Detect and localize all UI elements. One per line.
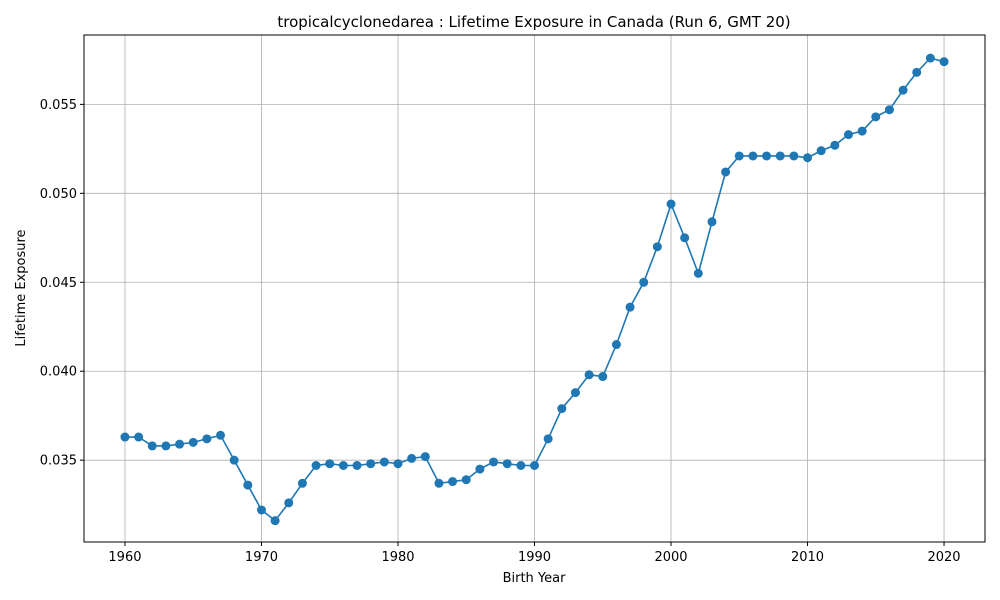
data-point (256, 505, 266, 515)
data-point (721, 167, 731, 177)
y-tick-label: 0.055 (40, 98, 77, 113)
data-point (229, 455, 239, 465)
y-tick-label: 0.045 (40, 276, 77, 291)
data-point (393, 459, 403, 469)
data-point (803, 153, 813, 163)
x-tick-label: 1970 (245, 550, 278, 565)
data-point (775, 151, 785, 161)
data-point (884, 105, 894, 115)
data-point (843, 130, 853, 140)
data-point (120, 432, 130, 442)
data-point (216, 430, 226, 440)
data-point (407, 453, 417, 463)
data-point (857, 126, 867, 136)
data-point (379, 457, 389, 467)
data-point (188, 437, 198, 447)
data-point (830, 140, 840, 150)
data-point (352, 461, 362, 471)
data-point (680, 233, 690, 243)
data-point (666, 199, 676, 209)
data-point (297, 478, 307, 488)
x-tick-label: 2010 (791, 550, 824, 565)
x-axis-label: Birth Year (503, 571, 567, 586)
data-point (530, 461, 539, 471)
data-point (420, 452, 430, 462)
y-tick-label: 0.040 (40, 365, 77, 380)
grid (84, 35, 985, 542)
data-point (366, 459, 376, 469)
x-tick-label: 1980 (381, 550, 414, 565)
data-point (925, 53, 935, 63)
data-point (762, 151, 772, 161)
data-point (243, 480, 253, 490)
data-point (461, 475, 471, 485)
data-point (489, 457, 499, 467)
data-point (816, 146, 826, 156)
data-point (338, 461, 348, 471)
data-point (502, 459, 512, 469)
data-point (570, 388, 580, 398)
data-point (325, 459, 335, 469)
data-point (625, 302, 635, 312)
data-point (270, 516, 280, 526)
x-tick-label: 1990 (518, 550, 551, 565)
x-tick-label: 2000 (654, 550, 687, 565)
data-point (134, 432, 144, 442)
data-point (543, 434, 553, 444)
data-point (448, 477, 458, 487)
data-point (284, 498, 294, 508)
data-point (652, 242, 662, 252)
data-point (789, 151, 799, 161)
series (120, 53, 949, 526)
data-point (475, 464, 485, 474)
data-point (939, 57, 949, 67)
data-point (161, 441, 171, 451)
data-point (734, 151, 744, 161)
data-point (202, 434, 212, 444)
data-point (147, 441, 157, 451)
data-point (912, 67, 922, 77)
x-tick-label: 2020 (927, 550, 960, 565)
data-point (557, 404, 567, 414)
data-point (871, 112, 881, 122)
chart-title: tropicalcyclonedarea : Lifetime Exposure… (277, 13, 790, 31)
data-point (707, 217, 717, 227)
x-tick-label: 1960 (108, 550, 141, 565)
data-point (748, 151, 758, 161)
data-point (434, 478, 444, 488)
data-point (516, 461, 526, 471)
data-point (598, 372, 608, 382)
data-point (175, 439, 185, 449)
ticks: 1960 1970 1980 1990 2000 2010 2020 0.035 0.040 0.… (40, 98, 961, 565)
data-point (639, 277, 649, 287)
data-point (311, 461, 321, 471)
data-point (611, 340, 621, 350)
y-tick-label: 0.050 (40, 187, 77, 202)
data-point (693, 268, 703, 278)
data-point (898, 85, 908, 95)
y-tick-label: 0.035 (40, 454, 77, 469)
data-point (584, 370, 594, 380)
y-axis-label: Lifetime Exposure (14, 229, 29, 346)
